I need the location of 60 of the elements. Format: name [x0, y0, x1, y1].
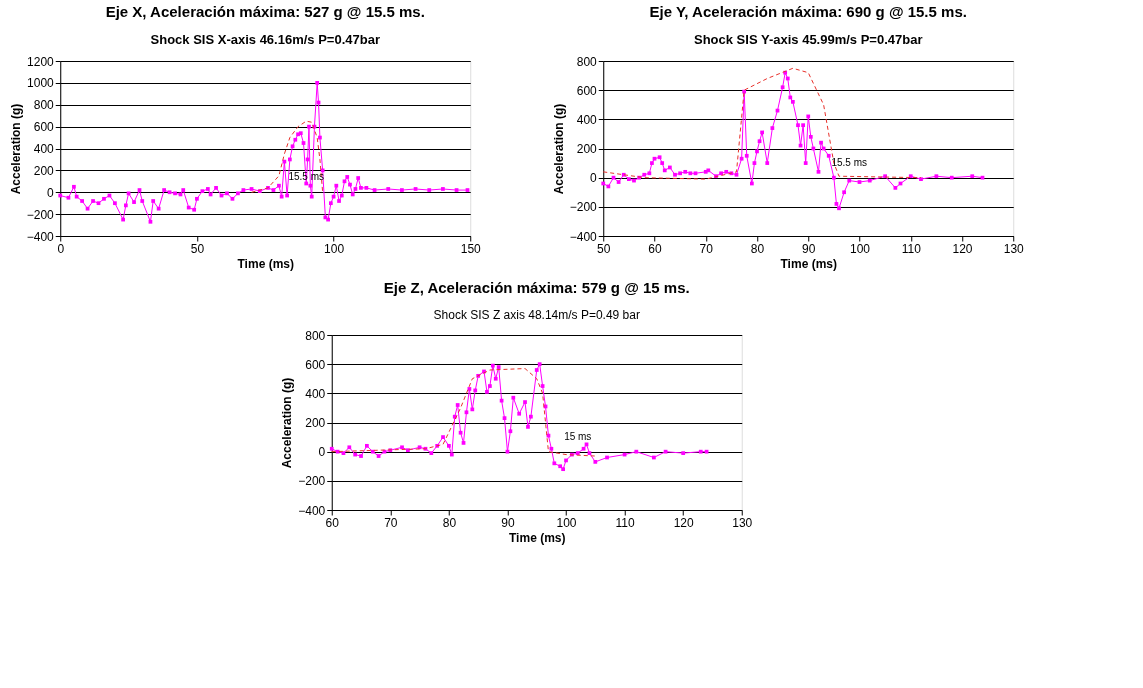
y-tick-label: 0: [590, 171, 598, 186]
x-tick-label: 100: [849, 241, 871, 256]
y-tick-label: 800: [576, 54, 598, 69]
y-tick-label: 200: [33, 163, 55, 178]
x-tick-label: 110: [615, 515, 635, 530]
y-tick-label: 600: [33, 120, 55, 135]
x-tick-label: 130: [1003, 241, 1025, 256]
y-tick-label: −200: [298, 474, 326, 489]
x-tick-label: 80: [442, 515, 457, 530]
x-tick-label: 50: [597, 241, 611, 256]
x-tick-label: 50: [190, 241, 205, 256]
y-axis-title: Acceleration (g): [280, 377, 295, 469]
line-series: [602, 67, 922, 180]
y-tick-label: 200: [305, 416, 326, 430]
line-series: [251, 120, 324, 193]
y-tick-label: −400: [569, 229, 598, 244]
y-tick-label: 0: [318, 445, 326, 460]
annotation: 15 ms: [564, 430, 592, 442]
y-tick-label: 600: [576, 83, 598, 98]
x-tick-label: 80: [750, 241, 765, 256]
x-tick-label: 0: [57, 241, 65, 256]
annotation: 15.5 ms: [831, 156, 868, 168]
y-tick-label: 600: [305, 357, 326, 372]
y-tick-label: 400: [305, 386, 326, 401]
y-tick-label: 400: [576, 112, 598, 127]
chart-subtitle: Shock SIS Z axis 48.14m/s P=0.49 bar: [433, 308, 640, 322]
y-tick-label: −400: [298, 503, 326, 518]
y-tick-label: −200: [26, 207, 55, 222]
x-axis-title: Time (ms): [237, 256, 294, 271]
chart-title: Eje Y, Aceleración máxima: 690 g @ 15.5 ms.: [649, 3, 967, 20]
chart-title: Eje X, Aceleración máxima: 527 g @ 15.5 ms.: [105, 3, 425, 20]
x-tick-label: 60: [325, 515, 340, 530]
x-axis-title: Time (ms): [780, 256, 837, 271]
y-tick-label: 200: [576, 142, 598, 156]
y-tick-label: −200: [569, 200, 598, 215]
x-tick-label: 70: [384, 515, 398, 530]
y-tick-label: 1000: [27, 76, 55, 91]
y-axis-title: Acceleration (g): [551, 103, 566, 195]
x-tick-label: 60: [648, 241, 662, 256]
x-tick-label: 100: [324, 241, 345, 256]
y-tick-label: 0: [47, 185, 55, 200]
y-tick-label: −400: [26, 229, 55, 244]
chart-subtitle: Shock SIS X-axis 46.16m/s P=0.47bar: [150, 32, 380, 47]
x-tick-label: 130: [732, 515, 753, 530]
x-tick-label: 90: [501, 515, 515, 530]
y-tick-label: 800: [33, 98, 55, 113]
chart-title: Eje Z, Aceleración máxima: 579 g @ 15 ms.: [383, 279, 690, 296]
x-tick-label: 70: [699, 241, 714, 256]
y-tick-label: 1200: [27, 54, 55, 69]
y-tick-label: 400: [33, 142, 55, 156]
x-tick-label: 110: [901, 241, 922, 256]
x-axis-title: Time (ms): [509, 530, 566, 545]
x-tick-label: 150: [460, 241, 482, 256]
y-tick-label: 800: [305, 328, 326, 343]
x-tick-label: 90: [802, 241, 816, 256]
x-tick-label: 120: [673, 515, 695, 530]
x-tick-label: 120: [952, 241, 973, 256]
chart-subtitle: Shock SIS Y-axis 45.99m/s P=0.47bar: [693, 32, 923, 47]
y-axis-title: Acceleration (g): [8, 103, 23, 195]
x-tick-label: 100: [556, 515, 577, 530]
